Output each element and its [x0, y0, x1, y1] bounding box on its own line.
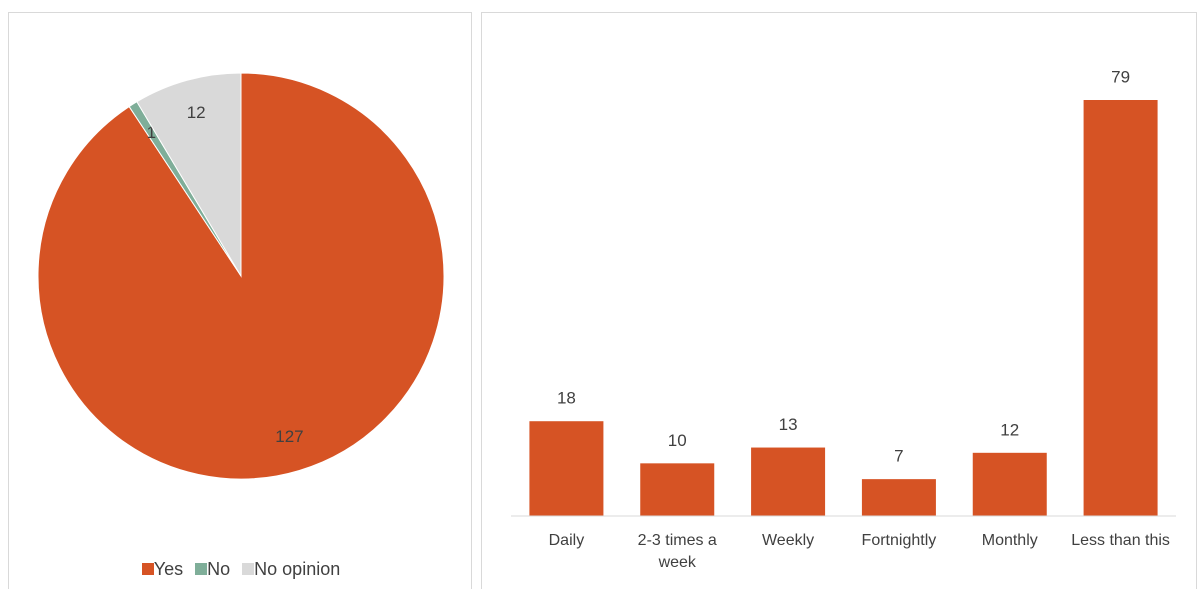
pie-chart: 127 1 12	[37, 72, 445, 480]
pie-slice	[136, 72, 242, 278]
legend-swatch	[195, 563, 208, 575]
x-tick-label: Daily	[548, 532, 585, 549]
data-label: 1	[147, 123, 156, 142]
legend-swatch	[242, 563, 255, 575]
bar	[861, 479, 936, 516]
bar-panel: 18 10 13 7 12 79 Daily 2-3 times a week Weekly F…	[481, 12, 1197, 589]
data-label: 79	[1111, 67, 1130, 86]
data-label: 7	[894, 447, 903, 466]
data-label: 12	[187, 103, 206, 122]
legend-item: Yes	[141, 559, 184, 580]
pie-panel: 127 1 12 Yes No No opinion	[8, 12, 472, 589]
x-tick-label: Less than this	[1071, 532, 1170, 549]
x-tick-label: Monthly	[981, 532, 1038, 549]
data-label: 10	[668, 431, 687, 450]
x-tick-label: 2-3 times a week	[637, 532, 717, 571]
legend-swatch	[141, 563, 154, 575]
x-tick-label: Weekly	[761, 532, 815, 549]
legend-label: Yes	[153, 559, 184, 579]
data-label: 127	[275, 427, 303, 446]
data-label: 12	[1000, 420, 1019, 439]
legend-item: No	[195, 559, 230, 580]
bar	[751, 447, 826, 516]
legend-label: No opinion	[254, 559, 341, 579]
bar	[640, 463, 715, 516]
bar	[972, 452, 1047, 516]
x-tick-label: Fortnightly	[861, 532, 937, 549]
bar	[1083, 100, 1158, 516]
bar-chart: 18 10 13 7 12 79	[511, 67, 1176, 517]
bar	[529, 421, 604, 516]
legend-label: No	[207, 559, 231, 579]
legend: Yes No No opinion	[9, 559, 473, 580]
legend-item: No opinion	[242, 559, 340, 580]
data-label: 13	[779, 415, 798, 434]
data-label: 18	[557, 389, 576, 408]
